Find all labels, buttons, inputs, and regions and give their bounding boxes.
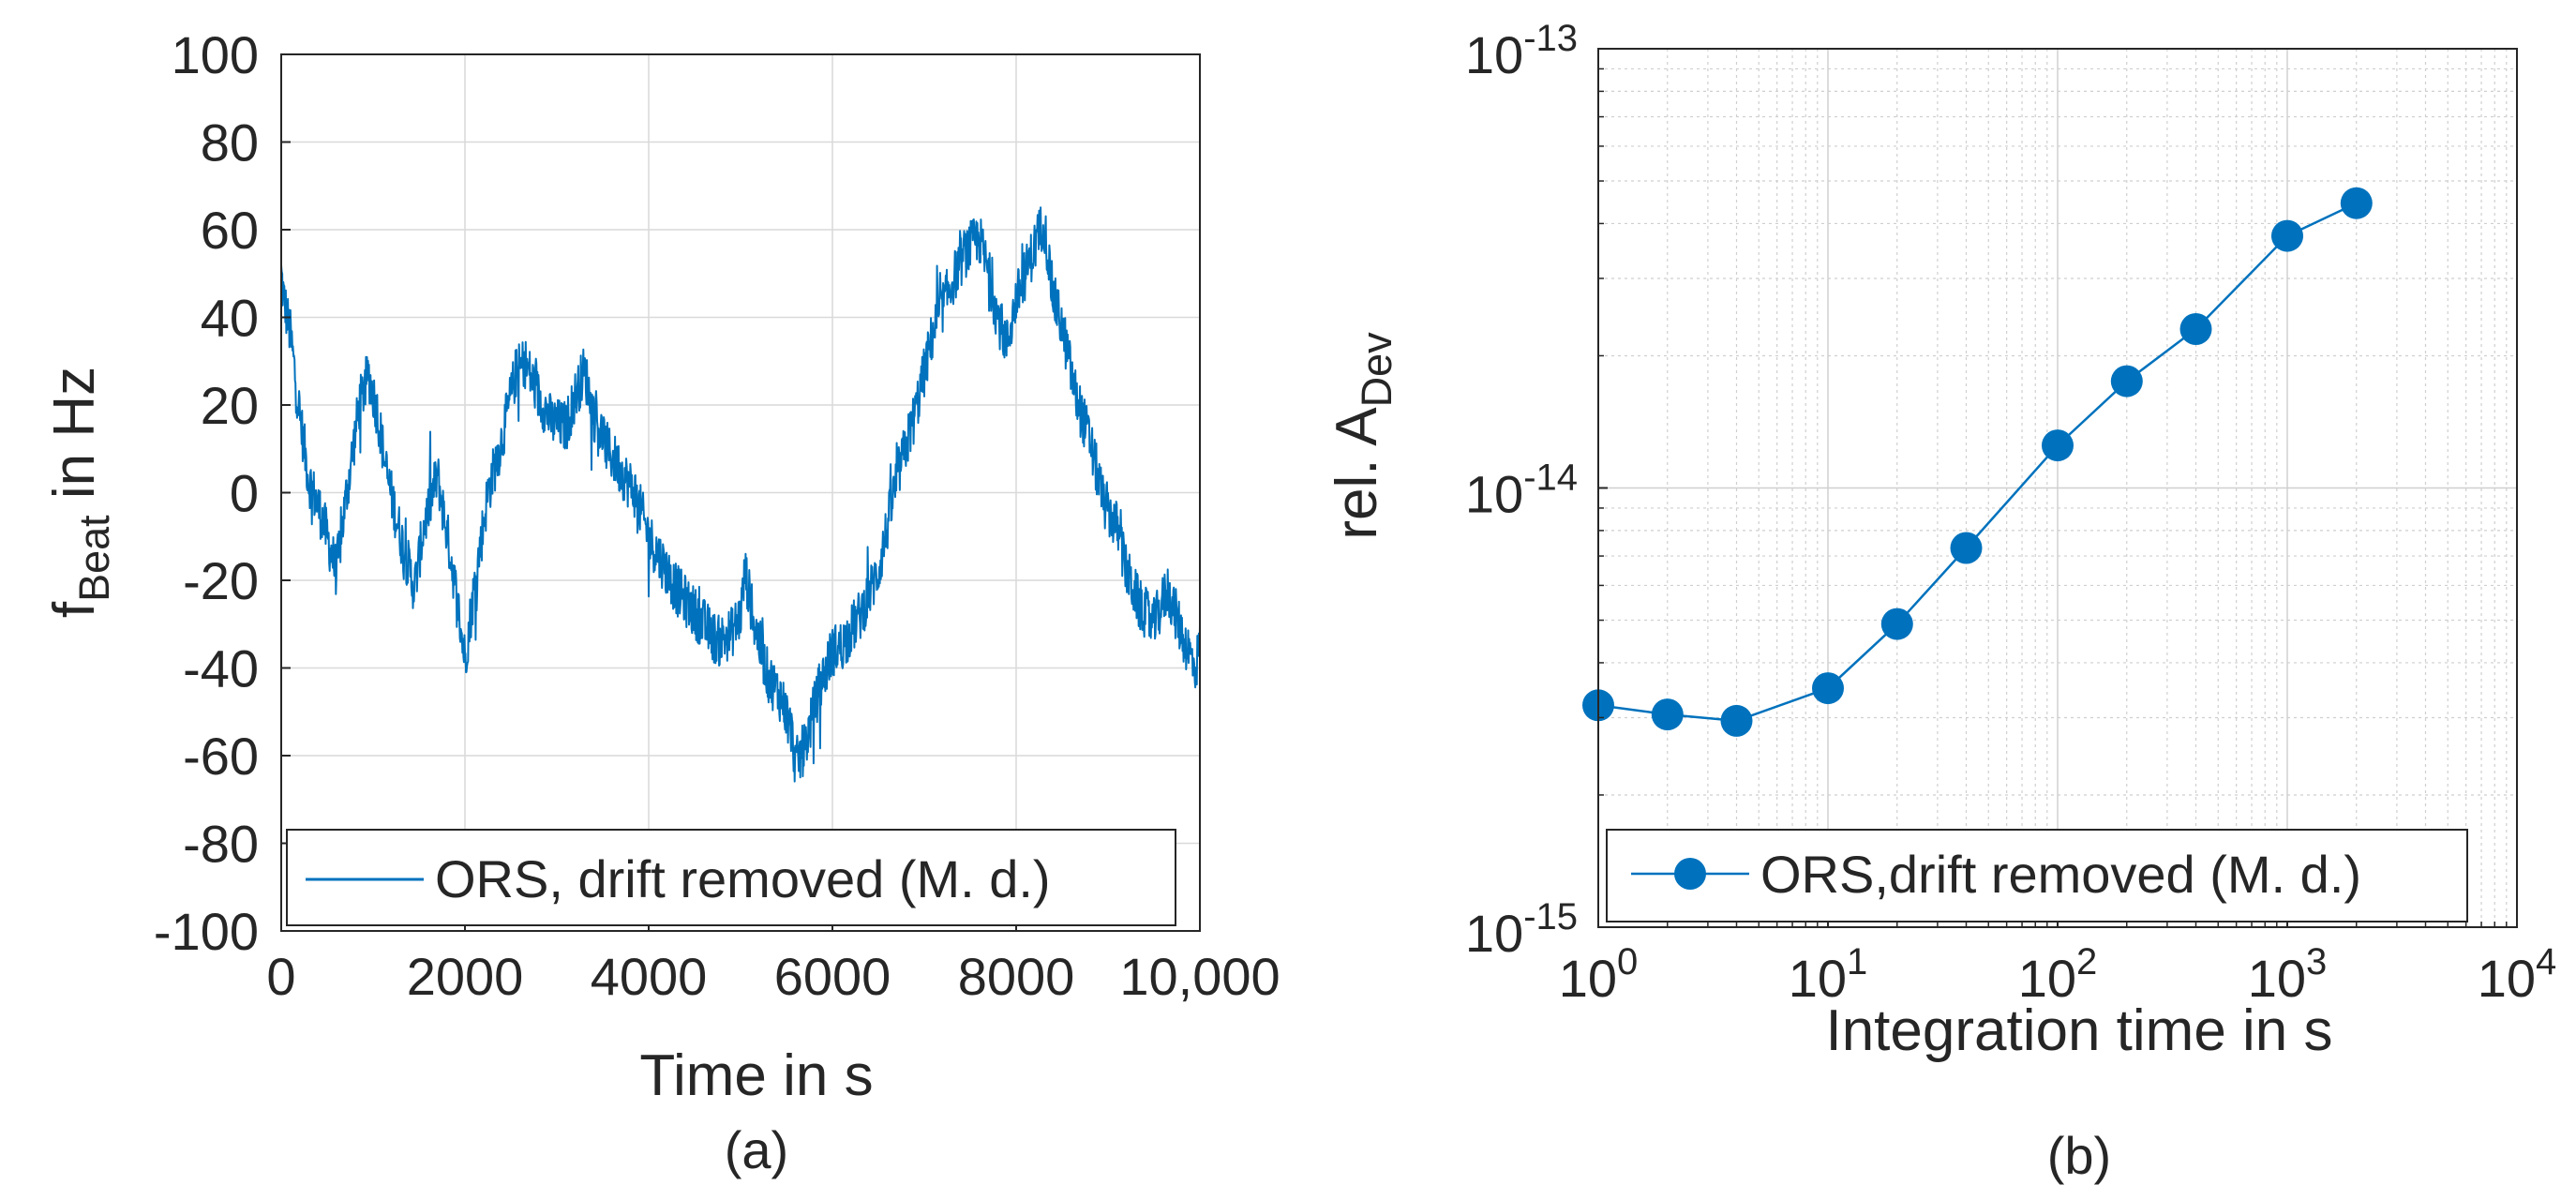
panel-b-data-point xyxy=(1812,672,1844,705)
panel-a-y-tick-label: 60 xyxy=(201,201,259,260)
panel-a-gridlines xyxy=(280,53,1201,932)
panel-b-chart: 100 101 102 103 104 10-15 10-14 10-13 ORS,drift… xyxy=(1325,18,2556,1185)
panel-a-panel-label: (a) xyxy=(725,1120,788,1179)
panel-b-data-point xyxy=(2340,187,2373,219)
panel-a-x-tick-label: 10,000 xyxy=(1119,947,1280,1006)
panel-a-x-tick-label: 8000 xyxy=(958,947,1075,1006)
panel-a-y-tick-label: -20 xyxy=(183,551,259,610)
panel-a-y-axis-label: fBeat in Hz xyxy=(42,367,118,618)
panel-b-y-tick-label: 10-13 xyxy=(1465,18,1578,84)
panel-a-x-tick-label: 2000 xyxy=(407,947,524,1006)
panel-a-x-tick-label: 6000 xyxy=(774,947,891,1006)
panel-b-data-point xyxy=(1880,608,1913,640)
panel-b-data-point xyxy=(2042,429,2074,462)
panel-b-data-point xyxy=(1651,698,1684,731)
panel-b-y-tick-label: 10-14 xyxy=(1465,458,1578,524)
panel-b-y-label-main: rel. A xyxy=(1325,407,1389,540)
panel-b-y-label-sub: Dev xyxy=(1353,332,1400,408)
panel-b-legend-box xyxy=(1606,829,2468,922)
panel-a-y-tick-label: 0 xyxy=(230,464,259,523)
panel-a-y-tick-label: 100 xyxy=(172,25,259,84)
panel-b-x-tick-label: 104 xyxy=(2478,941,2557,1008)
panel-a-legend-label: ORS, drift removed (M. d.) xyxy=(435,849,1051,908)
panel-a-ticks: 0 2000 4000 6000 8000 10,000 100 80 60 40 20 0 -20 -4… xyxy=(154,25,1281,1006)
panel-a-y-tick-label: -100 xyxy=(154,902,259,961)
panel-a-y-tick-label: -60 xyxy=(183,727,259,786)
panel-b-data-point xyxy=(2110,365,2143,398)
panel-a-y-tick-label: -80 xyxy=(183,815,259,874)
panel-b-legend-marker xyxy=(1674,858,1706,890)
panel-b-data-point xyxy=(2271,219,2303,252)
panel-b-x-tick-label: 101 xyxy=(1789,941,1868,1008)
panel-b-y-axis-label: rel. ADev xyxy=(1325,332,1400,540)
panel-a-y-label-tail: in Hz xyxy=(42,367,107,515)
panel-b-x-axis-label: Integration time in s xyxy=(1825,998,2332,1063)
panel-a-chart: 0 2000 4000 6000 8000 10,000 100 80 60 40 20 0 -20 -4… xyxy=(42,25,1281,1179)
panel-a-y-tick-label: -40 xyxy=(183,639,259,698)
panel-a-y-tick-label: 40 xyxy=(201,289,259,348)
panel-a-y-label-main: f xyxy=(42,601,107,618)
panel-b-legend-label: ORS,drift removed (M. d.) xyxy=(1760,845,2361,904)
panel-a-legend: ORS, drift removed (M. d.) xyxy=(286,829,1176,926)
panel-b-legend: ORS,drift removed (M. d.) xyxy=(1606,829,2468,922)
panel-b-y-tick-label: 10-15 xyxy=(1465,896,1578,963)
panel-b-panel-label: (b) xyxy=(2047,1126,2111,1185)
panel-a-x-axis-label: Time in s xyxy=(639,1043,873,1108)
panel-a-x-tick-label: 0 xyxy=(266,947,295,1006)
panel-a-x-tick-label: 4000 xyxy=(591,947,708,1006)
panel-a-series-group xyxy=(280,206,1201,783)
panel-b-x-tick-label: 103 xyxy=(2248,941,2328,1008)
panel-b-data-point xyxy=(2179,313,2212,345)
panel-b-ticks: 100 101 102 103 104 10-15 10-14 10-13 xyxy=(1465,18,2556,1008)
panel-b-data-point xyxy=(1950,532,1983,564)
panel-b-x-tick-label: 100 xyxy=(1559,941,1639,1008)
panel-b-series-group xyxy=(1582,187,2373,737)
panel-a-y-label-sub: Beat xyxy=(70,515,118,602)
panel-a-y-tick-label: 80 xyxy=(201,113,259,172)
panel-a-y-tick-label: 20 xyxy=(201,376,259,435)
panel-b-x-tick-label: 102 xyxy=(2018,941,2098,1008)
panel-a-series-line xyxy=(280,206,1201,783)
panel-b-data-point xyxy=(1720,704,1753,737)
panel-b-gridlines xyxy=(1597,48,2518,928)
panel-a-legend-box xyxy=(286,829,1176,926)
